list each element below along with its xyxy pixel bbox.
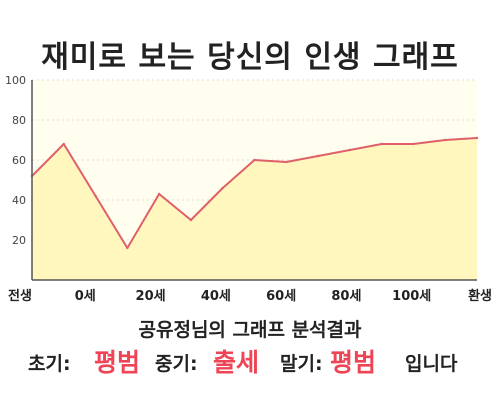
late-value: 평범 [330, 348, 377, 377]
data-point [126, 246, 129, 250]
data-point [380, 142, 383, 146]
analysis-summary: 공유정님의 그래프 분석결과 [138, 319, 362, 341]
result-ending: 입니다 [405, 353, 458, 375]
data-point [253, 158, 256, 162]
x-tick-label: 전생 [8, 288, 32, 304]
area-fill [32, 138, 477, 280]
late-label: 말기: [280, 353, 323, 375]
x-tick-label: 환생 [468, 288, 492, 304]
data-point [221, 186, 224, 190]
data-point [316, 154, 320, 158]
data-point [444, 138, 447, 142]
y-tick-label: 100 [5, 74, 26, 87]
data-point [412, 142, 415, 146]
mid-value: 출세 [213, 348, 260, 377]
early-label: 초기: [28, 353, 71, 375]
page-title: 재미로 보는 당신의 인생 그래프 [41, 40, 459, 75]
data-point [94, 194, 97, 198]
mid-label: 중기: [155, 353, 198, 375]
data-point [348, 148, 352, 152]
data-point [475, 136, 479, 140]
data-point [62, 142, 65, 146]
y-tick-label: 40 [12, 194, 26, 207]
x-tick-label: 80세 [331, 289, 361, 304]
x-tick-label: 100세 [392, 289, 431, 304]
data-point [189, 218, 193, 222]
life-graph-chart: 20 40 60 80 100 전생 0세 20세 40세 60세 80세 100세 환생 [5, 74, 492, 304]
x-tick-label: 20세 [136, 289, 166, 304]
x-tick-label: 40세 [201, 289, 231, 304]
y-tick-label: 20 [12, 234, 26, 247]
x-tick-label: 60세 [266, 289, 296, 304]
data-point [157, 192, 161, 196]
early-value: 평범 [94, 348, 141, 377]
y-tick-label: 80 [12, 114, 26, 127]
x-tick-label: 0세 [75, 289, 96, 304]
y-tick-label: 60 [12, 154, 26, 167]
data-point [285, 160, 288, 164]
